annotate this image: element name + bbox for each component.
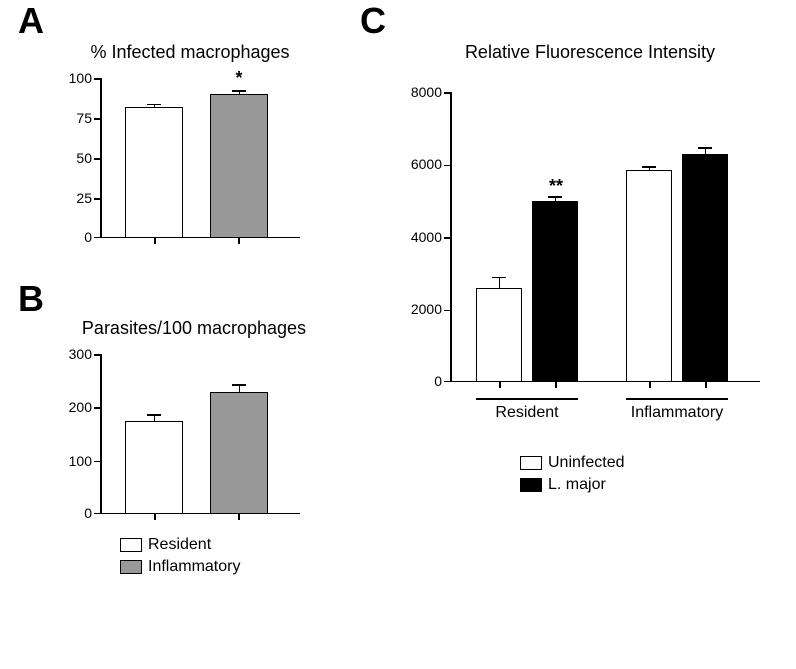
legend-swatch-resident xyxy=(120,538,142,552)
legend-swatch-inflammatory xyxy=(120,560,142,574)
tick-label: 50 xyxy=(56,150,92,166)
chart-b: 300 200 100 0 xyxy=(100,354,300,514)
tick xyxy=(499,382,501,388)
error-cap xyxy=(232,90,246,92)
tick xyxy=(94,513,100,515)
tick xyxy=(94,78,100,80)
tick xyxy=(94,354,100,356)
chart-b-bar-resident xyxy=(125,421,183,514)
tick xyxy=(94,198,100,200)
chart-c-yaxis xyxy=(450,92,452,382)
tick xyxy=(94,461,100,463)
error-cap xyxy=(642,166,656,168)
tick xyxy=(94,237,100,239)
tick xyxy=(154,514,156,520)
panel-letter-a: A xyxy=(18,0,44,42)
legend-swatch-lmajor xyxy=(520,478,542,492)
tick xyxy=(705,382,707,388)
panel-letter-b: B xyxy=(18,278,44,320)
chart-a-yaxis xyxy=(100,78,102,238)
tick-label: 4000 xyxy=(400,229,442,245)
chart-c-bar-inflammatory-lmajor xyxy=(682,154,728,382)
chart-c-title: Relative Fluorescence Intensity xyxy=(420,42,760,63)
tick xyxy=(154,238,156,244)
tick xyxy=(94,407,100,409)
tick-label: 0 xyxy=(56,505,92,521)
chart-a-title: % Infected macrophages xyxy=(60,42,320,63)
legend-label-inflammatory: Inflammatory xyxy=(148,558,240,576)
tick-label: 200 xyxy=(56,399,92,415)
tick xyxy=(444,381,450,383)
chart-a: 100 75 50 25 0 * xyxy=(100,78,300,238)
legend-label-resident: Resident xyxy=(148,536,211,554)
tick xyxy=(444,310,450,312)
group-underline-inflammatory xyxy=(626,398,728,400)
group-label-resident: Resident xyxy=(476,404,578,422)
tick xyxy=(444,92,450,94)
group-underline-resident xyxy=(476,398,578,400)
tick-label: 100 xyxy=(56,70,92,86)
error-cap xyxy=(232,384,246,386)
tick xyxy=(238,514,240,520)
tick xyxy=(649,382,651,388)
tick xyxy=(444,237,450,239)
tick-label: 300 xyxy=(56,346,92,362)
legend-label-lmajor: L. major xyxy=(548,476,606,494)
group-label-inflammatory: Inflammatory xyxy=(614,404,740,422)
error-cap xyxy=(147,104,161,106)
chart-c: 8000 6000 4000 2000 0 ** Resident Inflam… xyxy=(450,92,760,382)
tick-label: 8000 xyxy=(400,84,442,100)
significance-stars: ** xyxy=(544,176,568,197)
error-cap xyxy=(492,277,506,279)
error-cap xyxy=(698,147,712,149)
legend-label-uninfected: Uninfected xyxy=(548,454,625,472)
error-cap xyxy=(147,414,161,416)
tick xyxy=(94,118,100,120)
tick-label: 0 xyxy=(56,229,92,245)
tick-label: 75 xyxy=(56,110,92,126)
legend-swatch-uninfected xyxy=(520,456,542,470)
tick xyxy=(94,158,100,160)
error-bar xyxy=(499,277,501,288)
panel-letter-c: C xyxy=(360,0,386,42)
chart-c-bar-inflammatory-uninfected xyxy=(626,170,672,382)
tick xyxy=(444,165,450,167)
tick-label: 25 xyxy=(56,190,92,206)
tick-label: 0 xyxy=(400,373,442,389)
chart-a-bar-inflammatory xyxy=(210,94,268,238)
chart-a-bar-resident xyxy=(125,107,183,238)
tick-label: 100 xyxy=(56,453,92,469)
tick-label: 2000 xyxy=(400,301,442,317)
significance-star: * xyxy=(230,68,248,89)
tick-label: 6000 xyxy=(400,156,442,172)
chart-b-bar-inflammatory xyxy=(210,392,268,514)
chart-c-bar-resident-uninfected xyxy=(476,288,522,382)
chart-b-title: Parasites/100 macrophages xyxy=(54,318,334,339)
chart-b-yaxis xyxy=(100,354,102,514)
tick xyxy=(238,238,240,244)
chart-c-bar-resident-lmajor xyxy=(532,201,578,382)
tick xyxy=(555,382,557,388)
